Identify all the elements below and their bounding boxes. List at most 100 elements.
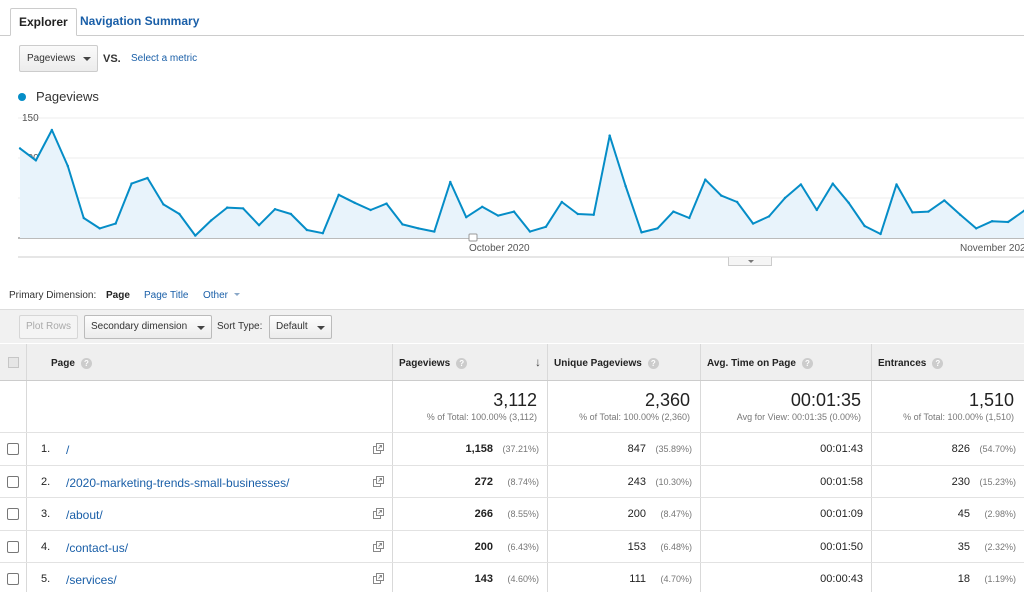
header-avg-time[interactable]: Avg. Time on Page? bbox=[701, 344, 872, 380]
data-point[interactable] bbox=[385, 202, 388, 205]
plot-rows-button[interactable]: Plot Rows bbox=[19, 315, 78, 339]
secondary-dimension-dropdown[interactable]: Secondary dimension bbox=[84, 315, 212, 339]
data-point[interactable] bbox=[735, 200, 739, 204]
open-in-new-icon[interactable] bbox=[373, 475, 384, 487]
metric-dropdown[interactable]: Pageviews bbox=[19, 45, 98, 72]
data-point[interactable] bbox=[895, 183, 898, 186]
data-point[interactable] bbox=[847, 201, 850, 204]
open-in-new-icon[interactable] bbox=[373, 508, 384, 520]
data-point[interactable] bbox=[465, 216, 468, 219]
data-point[interactable] bbox=[98, 227, 101, 230]
data-point[interactable] bbox=[911, 211, 914, 214]
help-icon[interactable]: ? bbox=[932, 358, 944, 369]
data-point[interactable] bbox=[194, 234, 197, 237]
page-link[interactable]: /about/ bbox=[66, 508, 103, 523]
chart-collapse-handle[interactable] bbox=[728, 257, 772, 266]
data-point[interactable] bbox=[337, 193, 340, 196]
header-pageviews[interactable]: Pageviews? ↓ bbox=[393, 344, 548, 380]
data-point[interactable] bbox=[879, 232, 882, 236]
data-point[interactable] bbox=[18, 147, 22, 150]
data-point[interactable] bbox=[815, 208, 819, 212]
sort-descending-icon[interactable]: ↓ bbox=[535, 355, 541, 369]
open-in-new-icon[interactable] bbox=[373, 573, 384, 585]
data-point[interactable] bbox=[512, 210, 516, 213]
help-icon[interactable]: ? bbox=[801, 358, 813, 369]
sort-type-dropdown[interactable]: Default bbox=[269, 315, 332, 339]
help-icon[interactable]: ? bbox=[647, 358, 659, 369]
data-point[interactable] bbox=[751, 222, 755, 225]
data-point[interactable] bbox=[241, 207, 245, 210]
primary-dimension-page[interactable]: Page bbox=[106, 290, 130, 301]
select-metric-link[interactable]: Select a metric bbox=[131, 53, 198, 64]
primary-dimension-page-title[interactable]: Page Title bbox=[144, 290, 189, 301]
data-point[interactable] bbox=[66, 164, 70, 168]
page-link[interactable]: / bbox=[66, 443, 70, 457]
data-point[interactable] bbox=[178, 212, 181, 216]
header-page[interactable]: Page? bbox=[27, 344, 393, 380]
data-point[interactable] bbox=[50, 128, 54, 132]
row-checkbox[interactable] bbox=[7, 540, 19, 553]
data-point[interactable] bbox=[257, 224, 261, 227]
data-point[interactable] bbox=[688, 216, 691, 220]
help-icon[interactable]: ? bbox=[456, 358, 468, 369]
data-point[interactable] bbox=[990, 220, 994, 223]
data-point[interactable] bbox=[82, 216, 85, 220]
page-link[interactable]: /2020-marketing-trends-small-businesses/ bbox=[66, 475, 290, 490]
tab-navigation-summary[interactable]: Navigation Summary bbox=[80, 14, 200, 28]
data-point[interactable] bbox=[273, 208, 277, 211]
row-checkbox[interactable] bbox=[7, 508, 19, 521]
data-point[interactable] bbox=[417, 227, 420, 230]
data-point[interactable] bbox=[576, 212, 579, 216]
header-unique-pageviews[interactable]: Unique Pageviews? bbox=[548, 344, 701, 380]
data-point[interactable] bbox=[321, 232, 324, 235]
data-point[interactable] bbox=[927, 210, 930, 213]
data-point[interactable] bbox=[720, 194, 723, 197]
data-point[interactable] bbox=[863, 224, 866, 228]
data-point[interactable] bbox=[528, 230, 532, 233]
data-point[interactable] bbox=[974, 227, 978, 230]
row-checkbox[interactable] bbox=[7, 443, 19, 455]
header-entrances[interactable]: Entrances? bbox=[872, 344, 1024, 380]
open-in-new-icon[interactable] bbox=[373, 540, 384, 552]
data-point[interactable] bbox=[1006, 220, 1010, 224]
data-point[interactable] bbox=[449, 180, 452, 184]
help-icon[interactable]: ? bbox=[80, 358, 92, 369]
data-point[interactable] bbox=[114, 222, 117, 225]
data-point[interactable] bbox=[34, 159, 38, 162]
data-point[interactable] bbox=[433, 230, 436, 233]
data-point[interactable] bbox=[305, 228, 309, 232]
primary-dimension-other[interactable]: Other bbox=[203, 290, 241, 301]
data-point[interactable] bbox=[130, 182, 133, 185]
data-point[interactable] bbox=[480, 205, 484, 208]
data-point[interactable] bbox=[289, 212, 293, 216]
data-point[interactable] bbox=[640, 231, 643, 234]
data-point[interactable] bbox=[831, 182, 834, 185]
row-checkbox[interactable] bbox=[7, 475, 19, 488]
data-point[interactable] bbox=[672, 210, 675, 213]
page-link[interactable]: /contact-us/ bbox=[66, 540, 129, 555]
data-point[interactable] bbox=[369, 208, 372, 212]
page-link[interactable]: /services/ bbox=[66, 573, 117, 588]
select-all-checkbox[interactable] bbox=[8, 357, 19, 368]
data-point[interactable] bbox=[146, 176, 149, 180]
data-point[interactable] bbox=[624, 184, 627, 188]
data-point[interactable] bbox=[353, 201, 356, 204]
annotation-marker-icon[interactable] bbox=[468, 233, 478, 242]
data-point[interactable] bbox=[162, 203, 165, 206]
data-point[interactable] bbox=[592, 213, 595, 216]
data-point[interactable] bbox=[799, 183, 803, 186]
data-point[interactable] bbox=[656, 227, 659, 230]
open-in-new-icon[interactable] bbox=[373, 443, 384, 454]
data-point[interactable] bbox=[210, 219, 213, 222]
data-point[interactable] bbox=[783, 196, 787, 200]
tab-explorer[interactable]: Explorer bbox=[10, 8, 77, 36]
data-point[interactable] bbox=[943, 199, 946, 202]
data-point[interactable] bbox=[401, 223, 404, 226]
data-point[interactable] bbox=[225, 206, 229, 209]
data-point[interactable] bbox=[560, 200, 564, 204]
data-point[interactable] bbox=[704, 178, 707, 181]
data-point[interactable] bbox=[608, 134, 611, 137]
data-point[interactable] bbox=[544, 225, 548, 228]
data-point[interactable] bbox=[496, 214, 500, 217]
row-checkbox[interactable] bbox=[7, 573, 19, 586]
